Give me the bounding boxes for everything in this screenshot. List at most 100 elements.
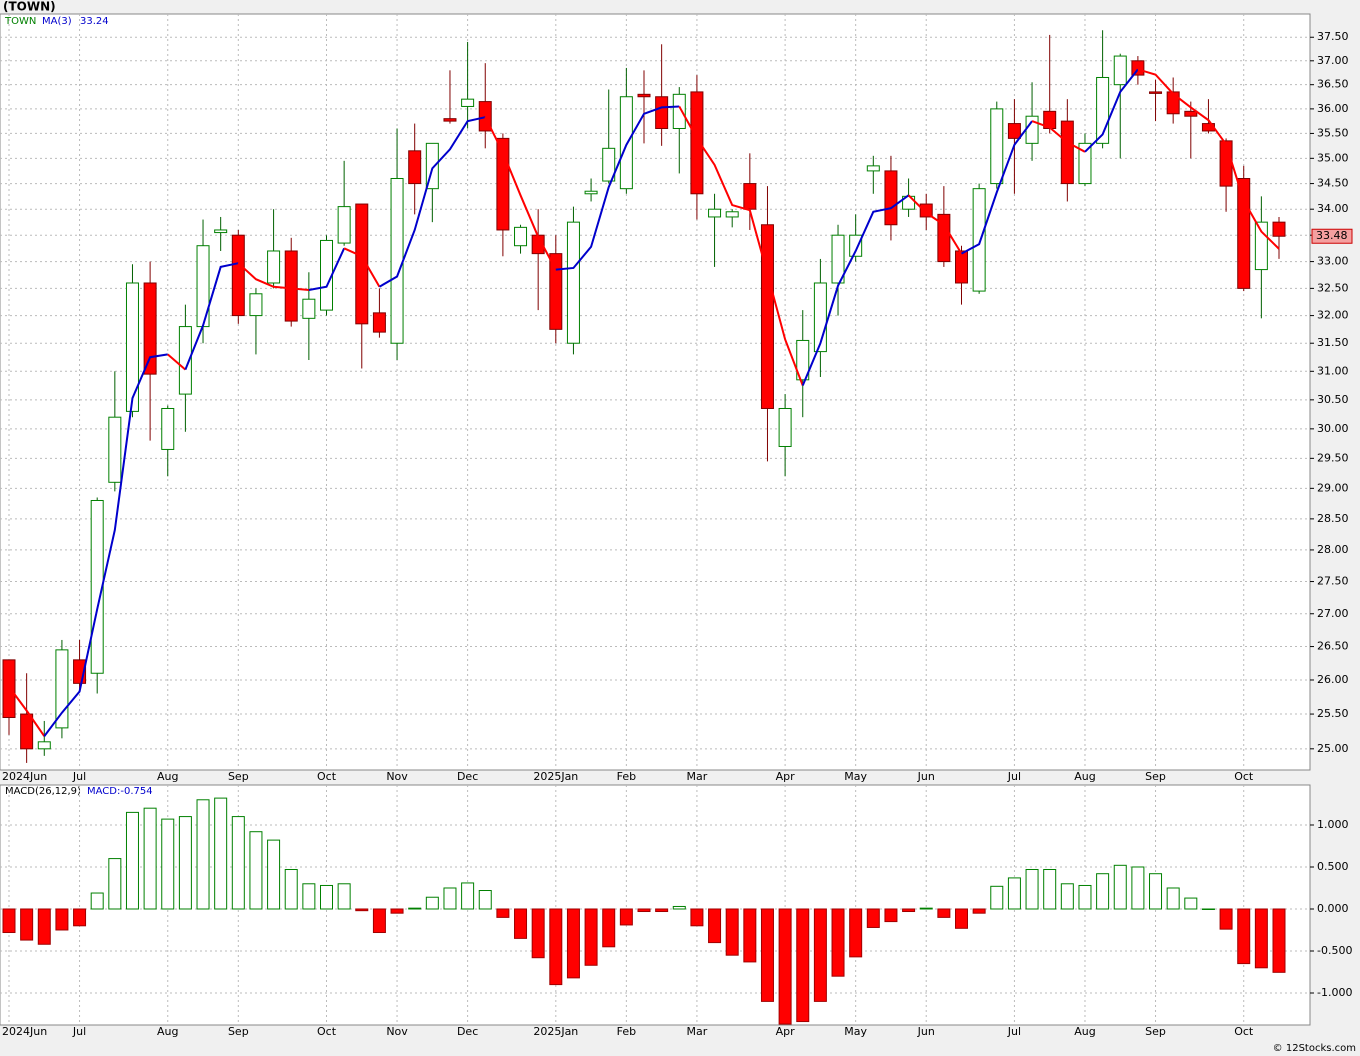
ma-line bbox=[167, 353, 187, 371]
candle-body bbox=[143, 282, 157, 375]
macd-bar bbox=[320, 884, 333, 910]
x-tick-label: Sep bbox=[228, 1025, 249, 1038]
candle-body bbox=[831, 234, 845, 284]
candle-body bbox=[37, 741, 51, 750]
macd-bar bbox=[267, 839, 281, 910]
y-tick-label: 33.00 bbox=[1317, 255, 1349, 268]
x-tick-label: Jul bbox=[72, 770, 86, 783]
candle-body bbox=[690, 91, 704, 195]
y-tick-label: 25.50 bbox=[1317, 707, 1349, 720]
macd-bar bbox=[143, 807, 157, 910]
candle-body bbox=[655, 96, 669, 129]
candle-body bbox=[514, 226, 528, 247]
x-tick-label: Nov bbox=[386, 770, 408, 783]
macd-bar bbox=[514, 908, 528, 939]
y-tick-label: 29.00 bbox=[1317, 481, 1349, 494]
macd-bar bbox=[619, 908, 633, 926]
macd-bar bbox=[1113, 864, 1127, 910]
macd-bar bbox=[1201, 908, 1215, 910]
candle-body bbox=[1060, 120, 1074, 185]
candle-body bbox=[549, 253, 563, 330]
ma-line bbox=[484, 116, 557, 271]
y-tick-label: 30.00 bbox=[1317, 422, 1349, 435]
macd-bar bbox=[690, 908, 704, 927]
macd-bar bbox=[1043, 869, 1057, 910]
candle-body bbox=[231, 234, 245, 317]
candle-body bbox=[249, 293, 263, 317]
candle-body bbox=[1184, 110, 1198, 117]
candle-body bbox=[408, 150, 422, 185]
candle-body bbox=[1025, 115, 1039, 144]
candle-body bbox=[937, 213, 951, 263]
candle-body bbox=[955, 250, 968, 284]
y-tick-label: 28.00 bbox=[1317, 543, 1349, 556]
macd-bar bbox=[214, 797, 228, 910]
macd-bar bbox=[55, 908, 69, 931]
macd-bar bbox=[478, 890, 492, 910]
macd-bar bbox=[461, 882, 475, 910]
candle-body bbox=[443, 118, 457, 122]
candle-body bbox=[1272, 221, 1286, 237]
ma-line bbox=[343, 247, 381, 288]
macd-bar bbox=[602, 908, 616, 948]
y-tick-label: 37.00 bbox=[1317, 54, 1349, 67]
candle-body bbox=[1254, 221, 1268, 271]
x-tick-label: 2024Jun bbox=[2, 1025, 47, 1038]
candle-body bbox=[796, 339, 810, 381]
candle-body bbox=[125, 282, 139, 412]
y-tick-label: 1.000 bbox=[1317, 818, 1349, 831]
macd-bar bbox=[778, 908, 792, 1025]
ma-line bbox=[237, 262, 309, 291]
y-tick-label: 32.00 bbox=[1317, 309, 1349, 322]
x-tick-label: Nov bbox=[386, 1025, 408, 1038]
macd-bar bbox=[1060, 883, 1074, 910]
legend-ma-value: 33.24 bbox=[80, 16, 109, 27]
ma-line bbox=[1031, 120, 1086, 153]
macd-bar bbox=[549, 908, 563, 986]
macd-bar bbox=[390, 908, 404, 914]
y-tick-label: 31.00 bbox=[1317, 364, 1349, 377]
x-tick-label: Jul bbox=[72, 1025, 86, 1038]
candle-body bbox=[390, 177, 404, 344]
macd-bar bbox=[849, 908, 863, 958]
macd-bar bbox=[760, 908, 774, 1002]
candle-body bbox=[866, 165, 880, 172]
candle-body bbox=[302, 298, 316, 319]
macd-bar bbox=[1007, 877, 1021, 910]
y-tick-label: 34.50 bbox=[1317, 177, 1349, 190]
y-tick-label: 0.500 bbox=[1317, 860, 1349, 873]
macd-panel bbox=[0, 784, 1311, 1026]
y-tick-label: 25.00 bbox=[1317, 742, 1349, 755]
candle-body bbox=[267, 250, 281, 284]
candle-body bbox=[1237, 177, 1251, 289]
ma-line bbox=[378, 116, 486, 288]
macd-bar bbox=[637, 908, 651, 913]
x-tick-label: 2024Jun bbox=[2, 770, 47, 783]
y-tick-label: 36.50 bbox=[1317, 78, 1349, 91]
macd-bar bbox=[884, 908, 898, 923]
macd-bar bbox=[566, 908, 580, 979]
macd-bar bbox=[231, 816, 245, 910]
candle-body bbox=[2, 659, 16, 719]
candle-body bbox=[355, 203, 369, 325]
price-panel bbox=[0, 13, 1311, 771]
x-tick-label: Jul bbox=[1007, 1025, 1021, 1038]
macd-bar bbox=[90, 892, 104, 910]
x-tick-label: Dec bbox=[457, 1025, 478, 1038]
legend-symbol: TOWN bbox=[4, 16, 36, 27]
candle-body bbox=[108, 416, 122, 483]
ma-line bbox=[8, 686, 46, 737]
x-tick-label: Oct bbox=[317, 770, 337, 783]
candle-body bbox=[337, 206, 351, 244]
candle-body bbox=[602, 147, 616, 182]
candle-body bbox=[1149, 91, 1163, 94]
macd-bar bbox=[284, 869, 298, 910]
candle-body bbox=[743, 183, 757, 210]
macd-bar bbox=[919, 907, 933, 910]
macd-bar bbox=[2, 908, 16, 934]
macd-bar bbox=[1078, 884, 1092, 910]
macd-bar bbox=[1219, 908, 1233, 930]
macd-bar bbox=[425, 896, 439, 910]
x-tick-label: Apr bbox=[776, 770, 796, 783]
macd-bar bbox=[902, 908, 916, 913]
